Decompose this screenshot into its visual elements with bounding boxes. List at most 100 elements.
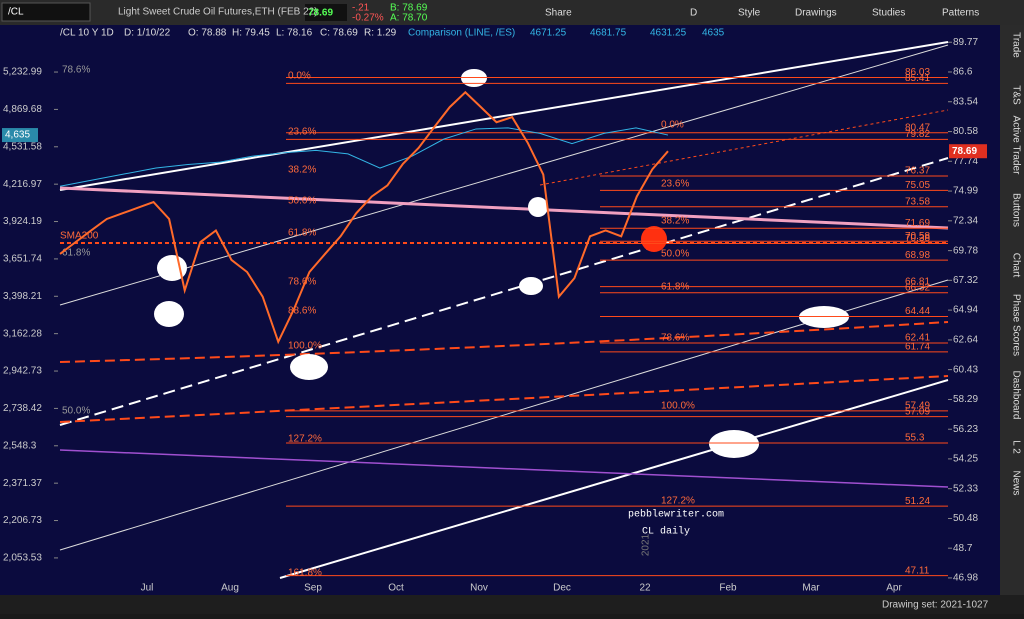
last-price-box <box>949 144 987 159</box>
y-tick-label: 62.64 <box>953 335 978 346</box>
sidebar-tab[interactable]: Chart <box>1010 253 1021 278</box>
comparison-value: 4671.25 <box>530 28 567 39</box>
fib-label: 127.2% <box>288 434 322 445</box>
level-label: 61.74 <box>905 342 930 353</box>
level-label: 66.81 <box>905 276 930 287</box>
trend-lines <box>59 41 949 579</box>
sidebar-tab[interactable]: News <box>1010 470 1021 495</box>
header-item: C: 78.69 <box>320 28 358 39</box>
y2-tick-label: 3,924.19 <box>3 216 42 227</box>
y-tick-label: 58.29 <box>953 394 978 405</box>
fib-label: 78.6% <box>288 277 316 288</box>
price-line <box>59 90 669 345</box>
comparison-title: Comparison (LINE, /ES) <box>408 28 515 39</box>
header-item: O: 78.88 <box>188 28 227 39</box>
y2-tick-label: 4,216.97 <box>3 179 42 190</box>
drawing-set: Drawing set: 2021-1027 <box>882 600 989 611</box>
level-label: 70.58 <box>905 231 930 242</box>
fib-label: 161.8% <box>288 568 322 579</box>
bid: B: 78.69 <box>390 3 428 14</box>
fib-label: 23.6% <box>288 127 316 138</box>
fib-label: 23.6% <box>661 179 689 190</box>
sma-label: SMA200 <box>60 231 99 242</box>
sidebar-tab[interactable]: L 2 <box>1010 440 1021 454</box>
toolbar-button[interactable]: D <box>690 8 697 19</box>
comparison-value: 4635 <box>702 28 725 39</box>
toolbar-button[interactable]: Studies <box>872 8 905 19</box>
y-tick-label: 52.33 <box>953 483 978 494</box>
y-tick-label: 48.7 <box>953 543 973 554</box>
y-tick-label: 72.34 <box>953 215 978 226</box>
level-label: 57.09 <box>905 406 930 417</box>
year-label: 2021 <box>641 533 652 556</box>
watermark: pebblewriter.com <box>628 509 724 521</box>
header-item: L: 78.16 <box>276 28 313 39</box>
level-label: 68.98 <box>905 250 930 261</box>
change: -.21 <box>352 3 370 14</box>
description: Light Sweet Crude Oil Futures,ETH (FEB 2… <box>118 7 318 18</box>
y2-tick-label: 3,162.28 <box>3 328 42 339</box>
x-tick-label: Nov <box>470 583 488 594</box>
level-label: 85.41 <box>905 73 930 84</box>
y2-tick-label: 2,053.53 <box>3 553 42 564</box>
y-tick-label: 64.94 <box>953 305 978 316</box>
last-price: 78.69 <box>308 8 333 19</box>
level-label: 51.24 <box>905 496 930 507</box>
y-tick-label: 54.25 <box>953 454 978 465</box>
x-tick-label: Feb <box>719 583 737 594</box>
header-item: /CL 10 Y 1D <box>60 28 114 39</box>
sidebar-tab[interactable]: T&S <box>1010 85 1021 105</box>
x-tick-label: Aug <box>221 583 239 594</box>
sidebar-tab[interactable]: Active Trader <box>1010 116 1021 176</box>
change-pct: -0.27% <box>352 13 384 24</box>
symbol: /CL <box>8 7 24 18</box>
sidebar-tab[interactable]: Dashboard <box>1010 371 1021 420</box>
toolbar-button[interactable]: Style <box>738 8 761 19</box>
toolbar-button[interactable]: Drawings <box>795 8 837 19</box>
level-label: 80.47 <box>905 122 930 133</box>
y-tick-label: 80.58 <box>953 126 978 137</box>
level-label: 66.32 <box>905 282 930 293</box>
level-label: 79.82 <box>905 129 930 140</box>
level-label: 57.49 <box>905 401 930 412</box>
toolbar <box>0 0 1024 25</box>
fib-label: 38.2% <box>288 165 316 176</box>
fib-label: 78.6% <box>62 65 90 76</box>
fib-label: 0.0% <box>661 120 684 131</box>
level-label: 76.37 <box>905 166 930 177</box>
tab-icons[interactable] <box>1 2 347 22</box>
y-tick-label: 67.32 <box>953 275 978 286</box>
fib-label: 127.2% <box>661 496 695 507</box>
fib-label: 50.0% <box>288 196 316 207</box>
sidebar-tab[interactable]: Buttons <box>1010 193 1021 227</box>
y-tick-label: 50.48 <box>953 513 978 524</box>
fib-label: 61.8% <box>62 248 90 259</box>
y-tick-label: 74.99 <box>953 186 978 197</box>
fib-label: 38.2% <box>661 216 689 227</box>
level-label: 70.38 <box>905 233 930 244</box>
x-tick-label: Mar <box>802 583 820 594</box>
header-item: D: 1/10/22 <box>124 28 171 39</box>
markers <box>154 69 849 458</box>
sidebar <box>1000 25 1024 595</box>
y2-tick-label: 2,548.3 <box>3 440 37 451</box>
toolbar-button[interactable]: Share <box>545 8 572 19</box>
fib-label: 100.0% <box>288 341 322 352</box>
sidebar-tab[interactable]: Trade <box>1010 32 1021 58</box>
level-label: 75.05 <box>905 180 930 191</box>
last-box <box>305 4 347 21</box>
y-tick-label: 69.78 <box>953 245 978 256</box>
y-tick-label: 89.77 <box>953 37 978 48</box>
sidebar-tab[interactable]: Phase Scores <box>1010 294 1021 356</box>
symbol-box[interactable] <box>1 2 91 22</box>
toolbar-button[interactable]: Patterns <box>942 8 979 19</box>
fib-label: 88.6% <box>288 306 316 317</box>
x-tick-label: 22 <box>639 583 651 594</box>
y-tick-label: 83.54 <box>953 96 978 107</box>
x-tick-label: Jul <box>141 583 154 594</box>
y-tick-label: 60.43 <box>953 364 978 375</box>
comparison-value: 4681.75 <box>590 28 627 39</box>
y-tick-label: 86.6 <box>953 67 973 78</box>
y-tick-label: 77.74 <box>953 156 978 167</box>
